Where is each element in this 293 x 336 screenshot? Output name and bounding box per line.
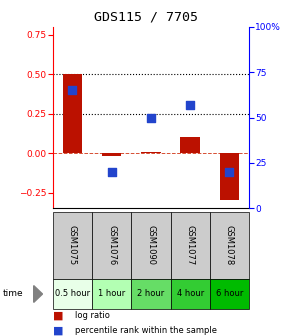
Text: percentile rank within the sample: percentile rank within the sample (75, 326, 217, 335)
Bar (92, 279, 131, 309)
Point (149, 115, 153, 120)
Text: ■: ■ (53, 311, 63, 321)
Text: GDS115 / 7705: GDS115 / 7705 (95, 10, 198, 23)
Text: 1 hour: 1 hour (98, 290, 125, 298)
Text: 6 hour: 6 hour (216, 290, 243, 298)
Text: log ratio: log ratio (75, 311, 110, 320)
Text: GSM1076: GSM1076 (107, 225, 116, 265)
Text: time: time (3, 290, 23, 298)
Point (70, 88, 75, 93)
Text: GSM1078: GSM1078 (225, 225, 234, 265)
Point (227, 169, 232, 175)
Text: 2 hour: 2 hour (137, 290, 165, 298)
Bar (220, 153, 239, 201)
Bar (210, 212, 249, 279)
Text: GSM1090: GSM1090 (146, 225, 155, 265)
Polygon shape (34, 286, 42, 302)
Bar (53, 279, 92, 309)
Bar (210, 279, 249, 309)
Bar (180, 137, 200, 153)
Bar (131, 212, 171, 279)
Bar (131, 279, 171, 309)
Bar (102, 153, 122, 156)
Point (109, 169, 114, 175)
Bar (141, 152, 161, 153)
Text: 0.5 hour: 0.5 hour (55, 290, 90, 298)
Text: ■: ■ (53, 326, 63, 336)
Text: GSM1075: GSM1075 (68, 225, 77, 265)
Bar (171, 279, 210, 309)
Bar (53, 212, 92, 279)
Point (188, 102, 193, 108)
Text: GSM1077: GSM1077 (186, 225, 195, 265)
Bar (171, 212, 210, 279)
Bar (63, 74, 82, 153)
Bar (92, 212, 131, 279)
Text: 4 hour: 4 hour (176, 290, 204, 298)
